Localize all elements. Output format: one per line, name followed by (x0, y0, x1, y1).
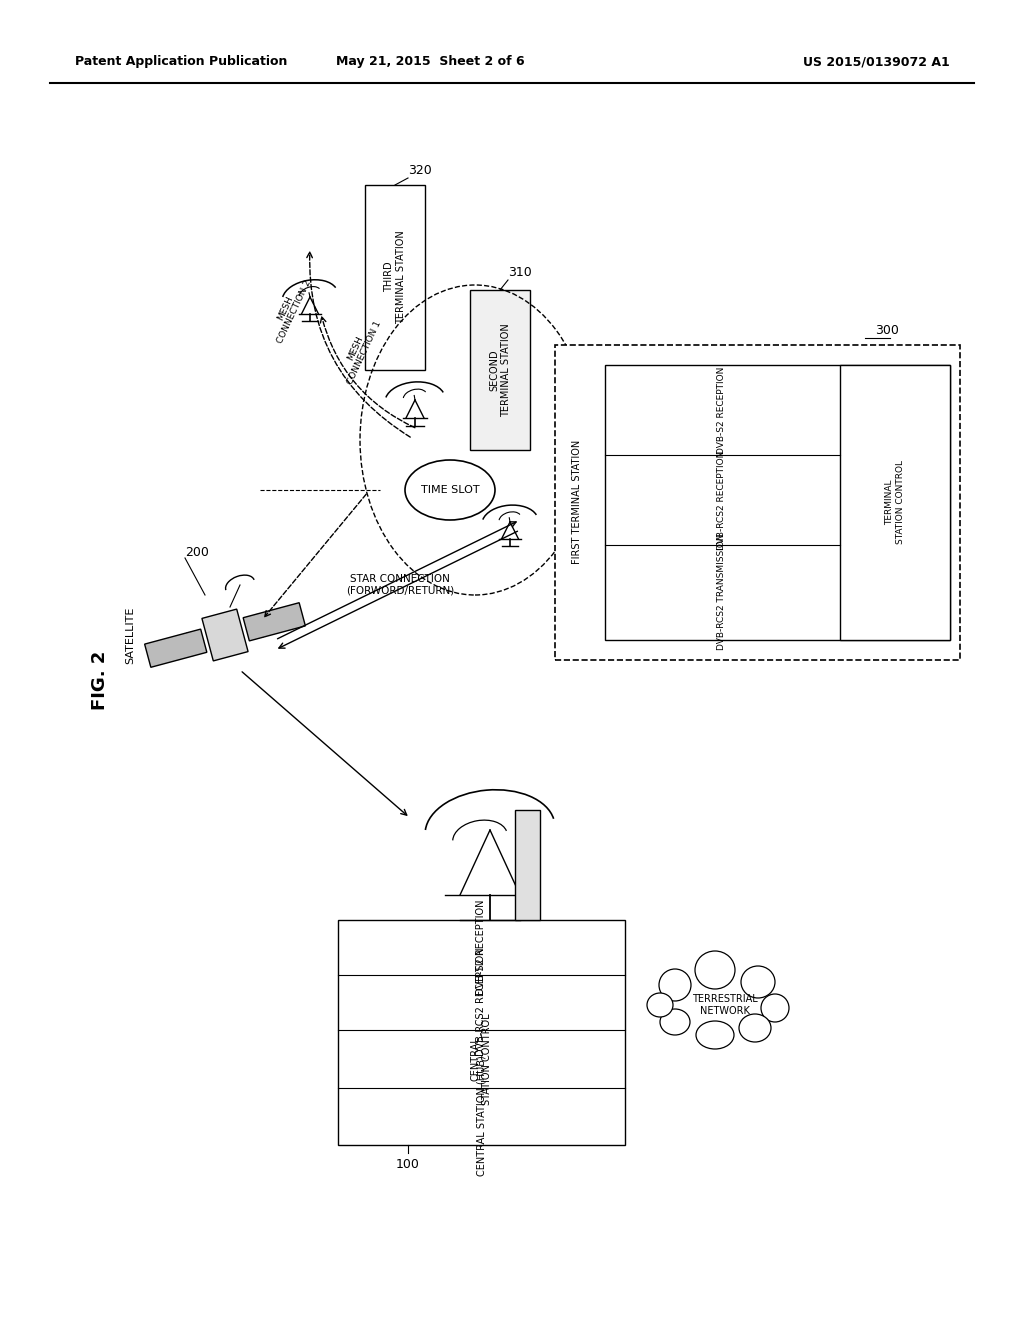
Bar (338, 920, 625, 1144)
Polygon shape (144, 630, 207, 668)
Ellipse shape (761, 994, 790, 1022)
Text: TERMINAL
STATION CONTROL: TERMINAL STATION CONTROL (886, 459, 904, 544)
Text: 300: 300 (874, 323, 899, 337)
Text: MESH
CONNECTION 2: MESH CONNECTION 2 (266, 275, 313, 346)
Text: 310: 310 (508, 265, 531, 279)
Bar (515, 810, 540, 920)
Text: SATELLITE: SATELLITE (125, 606, 135, 664)
Text: DVB-RCS2 RECEPTION: DVB-RCS2 RECEPTION (476, 948, 486, 1056)
Text: 320: 320 (408, 164, 432, 177)
Text: SECOND
TERMINAL STATION: SECOND TERMINAL STATION (489, 323, 511, 417)
Text: MESH
CONNECTION 1: MESH CONNECTION 1 (337, 314, 383, 385)
Text: DVB-S2 RECEPTION: DVB-S2 RECEPTION (476, 899, 486, 995)
Ellipse shape (659, 969, 691, 1001)
Bar (365, 185, 425, 370)
Polygon shape (202, 609, 248, 661)
Text: Patent Application Publication: Patent Application Publication (75, 55, 288, 69)
Polygon shape (243, 603, 305, 642)
Text: CENTRAL STATION (HUB): CENTRAL STATION (HUB) (476, 1056, 486, 1176)
Text: CENTRAL
STATION CONTROL: CENTRAL STATION CONTROL (470, 1014, 492, 1105)
Text: 200: 200 (185, 546, 209, 560)
Text: May 21, 2015  Sheet 2 of 6: May 21, 2015 Sheet 2 of 6 (336, 55, 524, 69)
Text: 100: 100 (396, 1158, 420, 1171)
Text: TERRESTRIAL
NETWORK: TERRESTRIAL NETWORK (692, 994, 758, 1016)
Text: STAR CONNECTION
(FORWORD/RETURN): STAR CONNECTION (FORWORD/RETURN) (346, 574, 454, 595)
Text: THIRD
TERMINAL STATION: THIRD TERMINAL STATION (384, 230, 406, 323)
Bar (840, 366, 950, 640)
Ellipse shape (406, 459, 495, 520)
Ellipse shape (695, 950, 735, 989)
Text: FIG. 2: FIG. 2 (91, 651, 109, 710)
Text: FIRST TERMINAL STATION: FIRST TERMINAL STATION (572, 440, 582, 564)
Bar (605, 366, 950, 640)
Text: DVB-RCS2 TRANSMISSION: DVB-RCS2 TRANSMISSION (718, 533, 726, 651)
Ellipse shape (647, 993, 673, 1016)
Text: US 2015/0139072 A1: US 2015/0139072 A1 (803, 55, 950, 69)
Text: TIME SLOT: TIME SLOT (421, 484, 479, 495)
Text: DVB-RCS2 RECEPTION: DVB-RCS2 RECEPTION (718, 450, 726, 549)
Text: DVB-S2 RECEPTION: DVB-S2 RECEPTION (718, 367, 726, 454)
Ellipse shape (741, 966, 775, 998)
Bar (470, 290, 530, 450)
Ellipse shape (739, 1014, 771, 1041)
Ellipse shape (696, 1020, 734, 1049)
Ellipse shape (660, 1008, 690, 1035)
Bar (555, 345, 961, 660)
